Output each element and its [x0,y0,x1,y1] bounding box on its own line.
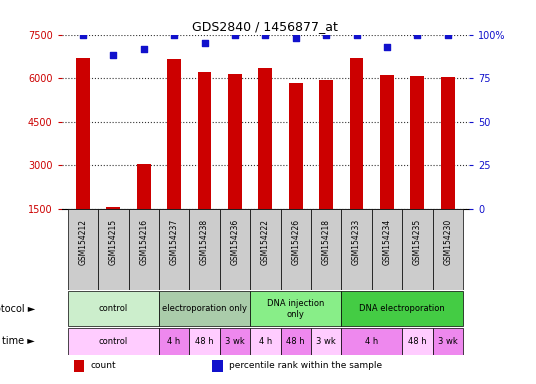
Text: GSM154237: GSM154237 [169,219,178,265]
Text: GSM154238: GSM154238 [200,219,209,265]
Bar [311,328,341,354]
Text: 3 wk: 3 wk [225,337,245,346]
Bar [402,328,433,354]
Bar [189,209,220,290]
Bar [107,207,120,209]
Text: time ►: time ► [2,336,35,346]
Text: control: control [99,337,128,346]
Bar [319,81,333,209]
Text: GSM154235: GSM154235 [413,219,422,265]
Bar [280,209,311,290]
Text: GSM154222: GSM154222 [261,219,270,265]
Point [292,35,300,41]
Bar [280,328,311,354]
Text: GSM154215: GSM154215 [109,219,118,265]
Bar [228,74,242,209]
Bar [349,58,363,209]
Bar [212,359,222,372]
Bar [198,72,211,209]
Bar [159,328,189,354]
Bar [98,209,129,290]
Point [383,44,391,50]
Bar [411,76,424,209]
Bar [76,58,90,209]
Text: 4 h: 4 h [365,337,378,346]
Text: 4 h: 4 h [259,337,272,346]
Bar [402,209,433,290]
Text: control: control [99,305,128,313]
Point [170,31,178,38]
Bar [433,209,463,290]
Bar [258,68,272,209]
Bar [380,75,394,209]
Text: GSM154216: GSM154216 [139,219,148,265]
Text: 3 wk: 3 wk [316,337,336,346]
Bar [289,83,302,209]
Bar [159,209,189,290]
Text: protocol ►: protocol ► [0,304,35,314]
Point [79,31,87,38]
Bar [250,328,280,354]
Point [200,40,209,46]
Text: GSM154212: GSM154212 [78,219,87,265]
Point [261,31,270,38]
Bar [68,291,159,326]
Bar [341,328,402,354]
Bar [250,209,280,290]
Text: 4 h: 4 h [167,337,181,346]
Point [322,31,330,38]
Bar [441,77,455,209]
Bar [372,209,402,290]
Text: GSM154233: GSM154233 [352,219,361,265]
Bar [189,328,220,354]
Bar [220,209,250,290]
Text: 3 wk: 3 wk [438,337,458,346]
Text: GSM154236: GSM154236 [230,219,240,265]
Bar [341,291,463,326]
Text: electroporation only: electroporation only [162,305,247,313]
Bar [129,209,159,290]
Text: GSM154230: GSM154230 [443,219,452,265]
Bar [68,209,98,290]
Point [109,52,117,58]
Bar [74,359,84,372]
Text: DNA injection
only: DNA injection only [267,299,324,319]
Bar [311,209,341,290]
Bar [68,328,159,354]
Title: GDS2840 / 1456877_at: GDS2840 / 1456877_at [192,20,338,33]
Point [230,31,239,38]
Bar [159,291,250,326]
Point [352,31,361,38]
Text: GSM154226: GSM154226 [291,219,300,265]
Bar [137,164,151,209]
Bar [433,328,463,354]
Point [443,31,452,38]
Text: GSM154218: GSM154218 [322,219,331,265]
Text: 48 h: 48 h [286,337,305,346]
Bar [167,59,181,209]
Bar [341,209,372,290]
Bar [220,328,250,354]
Text: 48 h: 48 h [195,337,214,346]
Text: percentile rank within the sample: percentile rank within the sample [229,361,382,370]
Text: GSM154234: GSM154234 [382,219,391,265]
Point [139,45,148,51]
Bar [250,291,341,326]
Text: 48 h: 48 h [408,337,427,346]
Text: count: count [90,361,116,370]
Text: DNA electroporation: DNA electroporation [359,305,445,313]
Point [413,31,422,38]
